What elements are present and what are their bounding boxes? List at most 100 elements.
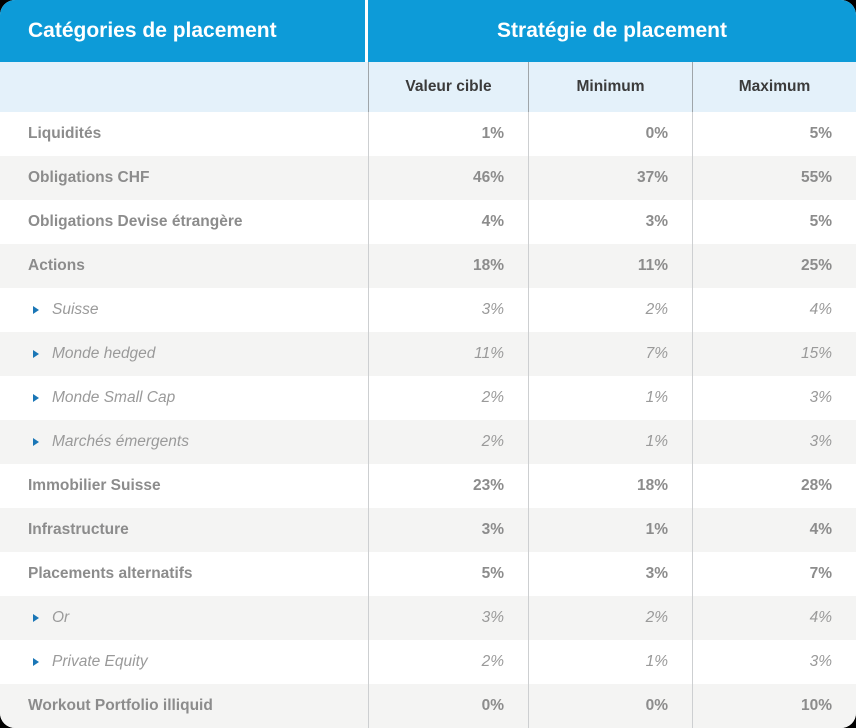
- maximum-cell: 5%: [692, 200, 856, 244]
- maximum-cell: 25%: [692, 244, 856, 288]
- table-row: Infrastructure 3% 1% 4%: [0, 508, 856, 552]
- category-label: Actions: [28, 257, 85, 274]
- minimum-cell: 2%: [528, 596, 692, 640]
- minimum-cell: 0%: [528, 112, 692, 156]
- maximum-cell: 4%: [692, 288, 856, 332]
- category-cell: Or: [0, 596, 368, 640]
- valeur-cible-cell: 2%: [368, 420, 528, 464]
- minimum-cell: 3%: [528, 552, 692, 596]
- minimum-cell: 1%: [528, 420, 692, 464]
- valeur-cible-cell: 5%: [368, 552, 528, 596]
- column-header-row: Valeur cible Minimum Maximum: [0, 62, 856, 112]
- header-strategy: Stratégie de placement: [368, 0, 856, 62]
- minimum-cell: 37%: [528, 156, 692, 200]
- valeur-cible-cell: 0%: [368, 684, 528, 728]
- valeur-cible-cell: 46%: [368, 156, 528, 200]
- category-label: Workout Portfolio illiquid: [28, 697, 213, 714]
- triangle-right-icon: [33, 350, 39, 358]
- table-row: Immobilier Suisse 23% 18% 28%: [0, 464, 856, 508]
- maximum-cell: 4%: [692, 596, 856, 640]
- category-label: Obligations Devise étrangère: [28, 213, 243, 230]
- category-cell: Monde hedged: [0, 332, 368, 376]
- maximum-cell: 3%: [692, 376, 856, 420]
- table-row: Or 3% 2% 4%: [0, 596, 856, 640]
- triangle-right-icon: [33, 614, 39, 622]
- category-cell: Immobilier Suisse: [0, 464, 368, 508]
- category-label: Private Equity: [52, 653, 148, 670]
- minimum-cell: 1%: [528, 508, 692, 552]
- table-body: Liquidités 1% 0% 5% Obligations CHF 46% …: [0, 112, 856, 728]
- maximum-cell: 10%: [692, 684, 856, 728]
- table-row: Liquidités 1% 0% 5%: [0, 112, 856, 156]
- table-row: Placements alternatifs 5% 3% 7%: [0, 552, 856, 596]
- valeur-cible-cell: 2%: [368, 376, 528, 420]
- minimum-cell: 1%: [528, 376, 692, 420]
- valeur-cible-cell: 4%: [368, 200, 528, 244]
- category-label: Placements alternatifs: [28, 565, 193, 582]
- table-row: Workout Portfolio illiquid 0% 0% 10%: [0, 684, 856, 728]
- category-label: Liquidités: [28, 125, 102, 142]
- triangle-right-icon: [33, 306, 39, 314]
- table-row: Private Equity 2% 1% 3%: [0, 640, 856, 684]
- category-cell: Liquidités: [0, 112, 368, 156]
- column-header-valeur-cible: Valeur cible: [368, 62, 528, 112]
- minimum-cell: 2%: [528, 288, 692, 332]
- category-cell: Suisse: [0, 288, 368, 332]
- category-label: Marchés émergents: [52, 433, 189, 450]
- table-title-row: Catégories de placement Stratégie de pla…: [0, 0, 856, 62]
- maximum-cell: 28%: [692, 464, 856, 508]
- valeur-cible-cell: 3%: [368, 508, 528, 552]
- minimum-cell: 11%: [528, 244, 692, 288]
- category-label: Monde Small Cap: [52, 389, 176, 406]
- table-row: Suisse 3% 2% 4%: [0, 288, 856, 332]
- triangle-right-icon: [33, 394, 39, 402]
- category-cell: Private Equity: [0, 640, 368, 684]
- column-header-minimum: Minimum: [528, 62, 692, 112]
- category-cell: Infrastructure: [0, 508, 368, 552]
- maximum-cell: 3%: [692, 640, 856, 684]
- column-header-maximum: Maximum: [692, 62, 856, 112]
- minimum-cell: 18%: [528, 464, 692, 508]
- category-label: Or: [52, 609, 70, 626]
- header-categories: Catégories de placement: [0, 0, 368, 62]
- header-categories-title: Catégories de placement: [28, 19, 277, 42]
- minimum-cell: 7%: [528, 332, 692, 376]
- valeur-cible-cell: 23%: [368, 464, 528, 508]
- valeur-cible-cell: 1%: [368, 112, 528, 156]
- table-row: Actions 18% 11% 25%: [0, 244, 856, 288]
- table-row: Marchés émergents 2% 1% 3%: [0, 420, 856, 464]
- table-row: Obligations CHF 46% 37% 55%: [0, 156, 856, 200]
- category-label: Obligations CHF: [28, 169, 150, 186]
- table-row: Monde hedged 11% 7% 15%: [0, 332, 856, 376]
- valeur-cible-cell: 3%: [368, 596, 528, 640]
- category-cell: Marchés émergents: [0, 420, 368, 464]
- maximum-cell: 7%: [692, 552, 856, 596]
- category-cell: Obligations CHF: [0, 156, 368, 200]
- maximum-cell: 4%: [692, 508, 856, 552]
- maximum-cell: 55%: [692, 156, 856, 200]
- valeur-cible-cell: 2%: [368, 640, 528, 684]
- category-label: Infrastructure: [28, 521, 129, 538]
- table-row: Monde Small Cap 2% 1% 3%: [0, 376, 856, 420]
- category-cell: Actions: [0, 244, 368, 288]
- category-cell: Placements alternatifs: [0, 552, 368, 596]
- header-strategy-title: Stratégie de placement: [497, 19, 727, 42]
- maximum-cell: 3%: [692, 420, 856, 464]
- triangle-right-icon: [33, 438, 39, 446]
- maximum-cell: 5%: [692, 112, 856, 156]
- valeur-cible-cell: 3%: [368, 288, 528, 332]
- category-cell: Workout Portfolio illiquid: [0, 684, 368, 728]
- column-header-spacer: [0, 62, 368, 112]
- valeur-cible-cell: 11%: [368, 332, 528, 376]
- category-label: Immobilier Suisse: [28, 477, 161, 494]
- minimum-cell: 1%: [528, 640, 692, 684]
- category-label: Monde hedged: [52, 345, 156, 362]
- minimum-cell: 3%: [528, 200, 692, 244]
- valeur-cible-cell: 18%: [368, 244, 528, 288]
- category-cell: Obligations Devise étrangère: [0, 200, 368, 244]
- minimum-cell: 0%: [528, 684, 692, 728]
- category-cell: Monde Small Cap: [0, 376, 368, 420]
- category-label: Suisse: [52, 301, 99, 318]
- table-row: Obligations Devise étrangère 4% 3% 5%: [0, 200, 856, 244]
